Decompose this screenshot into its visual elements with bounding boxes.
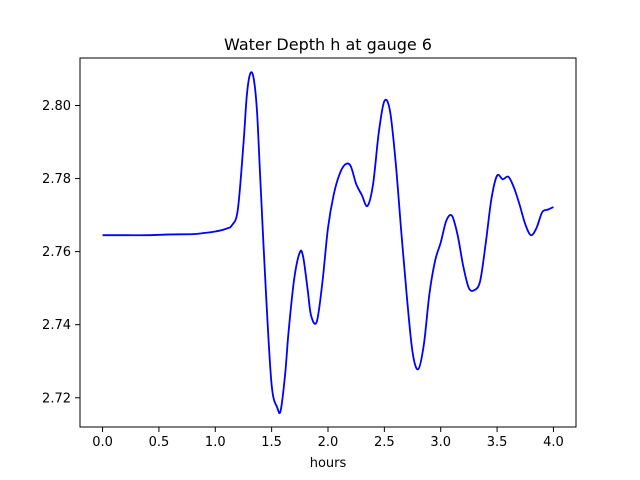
- x-tick-label: 0.5: [149, 435, 170, 450]
- chart-title: Water Depth h at gauge 6: [224, 35, 432, 54]
- x-tick-label: 4.0: [543, 435, 564, 450]
- x-tick-label: 3.0: [430, 435, 451, 450]
- y-tick-label: 2.78: [42, 172, 71, 187]
- series-line: [102, 71, 554, 415]
- x-tick-label: 0.0: [92, 435, 113, 450]
- x-tick-label: 1.5: [261, 435, 282, 450]
- x-tick-label: 2.0: [318, 435, 339, 450]
- x-tick-label: 1.0: [205, 435, 226, 450]
- x-axis-label: hours: [310, 456, 347, 471]
- x-axis-ticks: 0.0 0.5 1.0 1.5 2.0 2.5 3.0 3.5 4.0: [92, 427, 564, 450]
- x-tick-label: 3.5: [487, 435, 508, 450]
- y-axis-ticks: 2.72 2.74 2.76 2.78 2.80: [42, 99, 80, 406]
- y-tick-label: 2.72: [42, 391, 71, 406]
- x-tick-label: 2.5: [374, 435, 395, 450]
- y-tick-label: 2.80: [42, 99, 71, 114]
- y-tick-label: 2.74: [42, 318, 71, 333]
- y-tick-label: 2.76: [42, 245, 71, 260]
